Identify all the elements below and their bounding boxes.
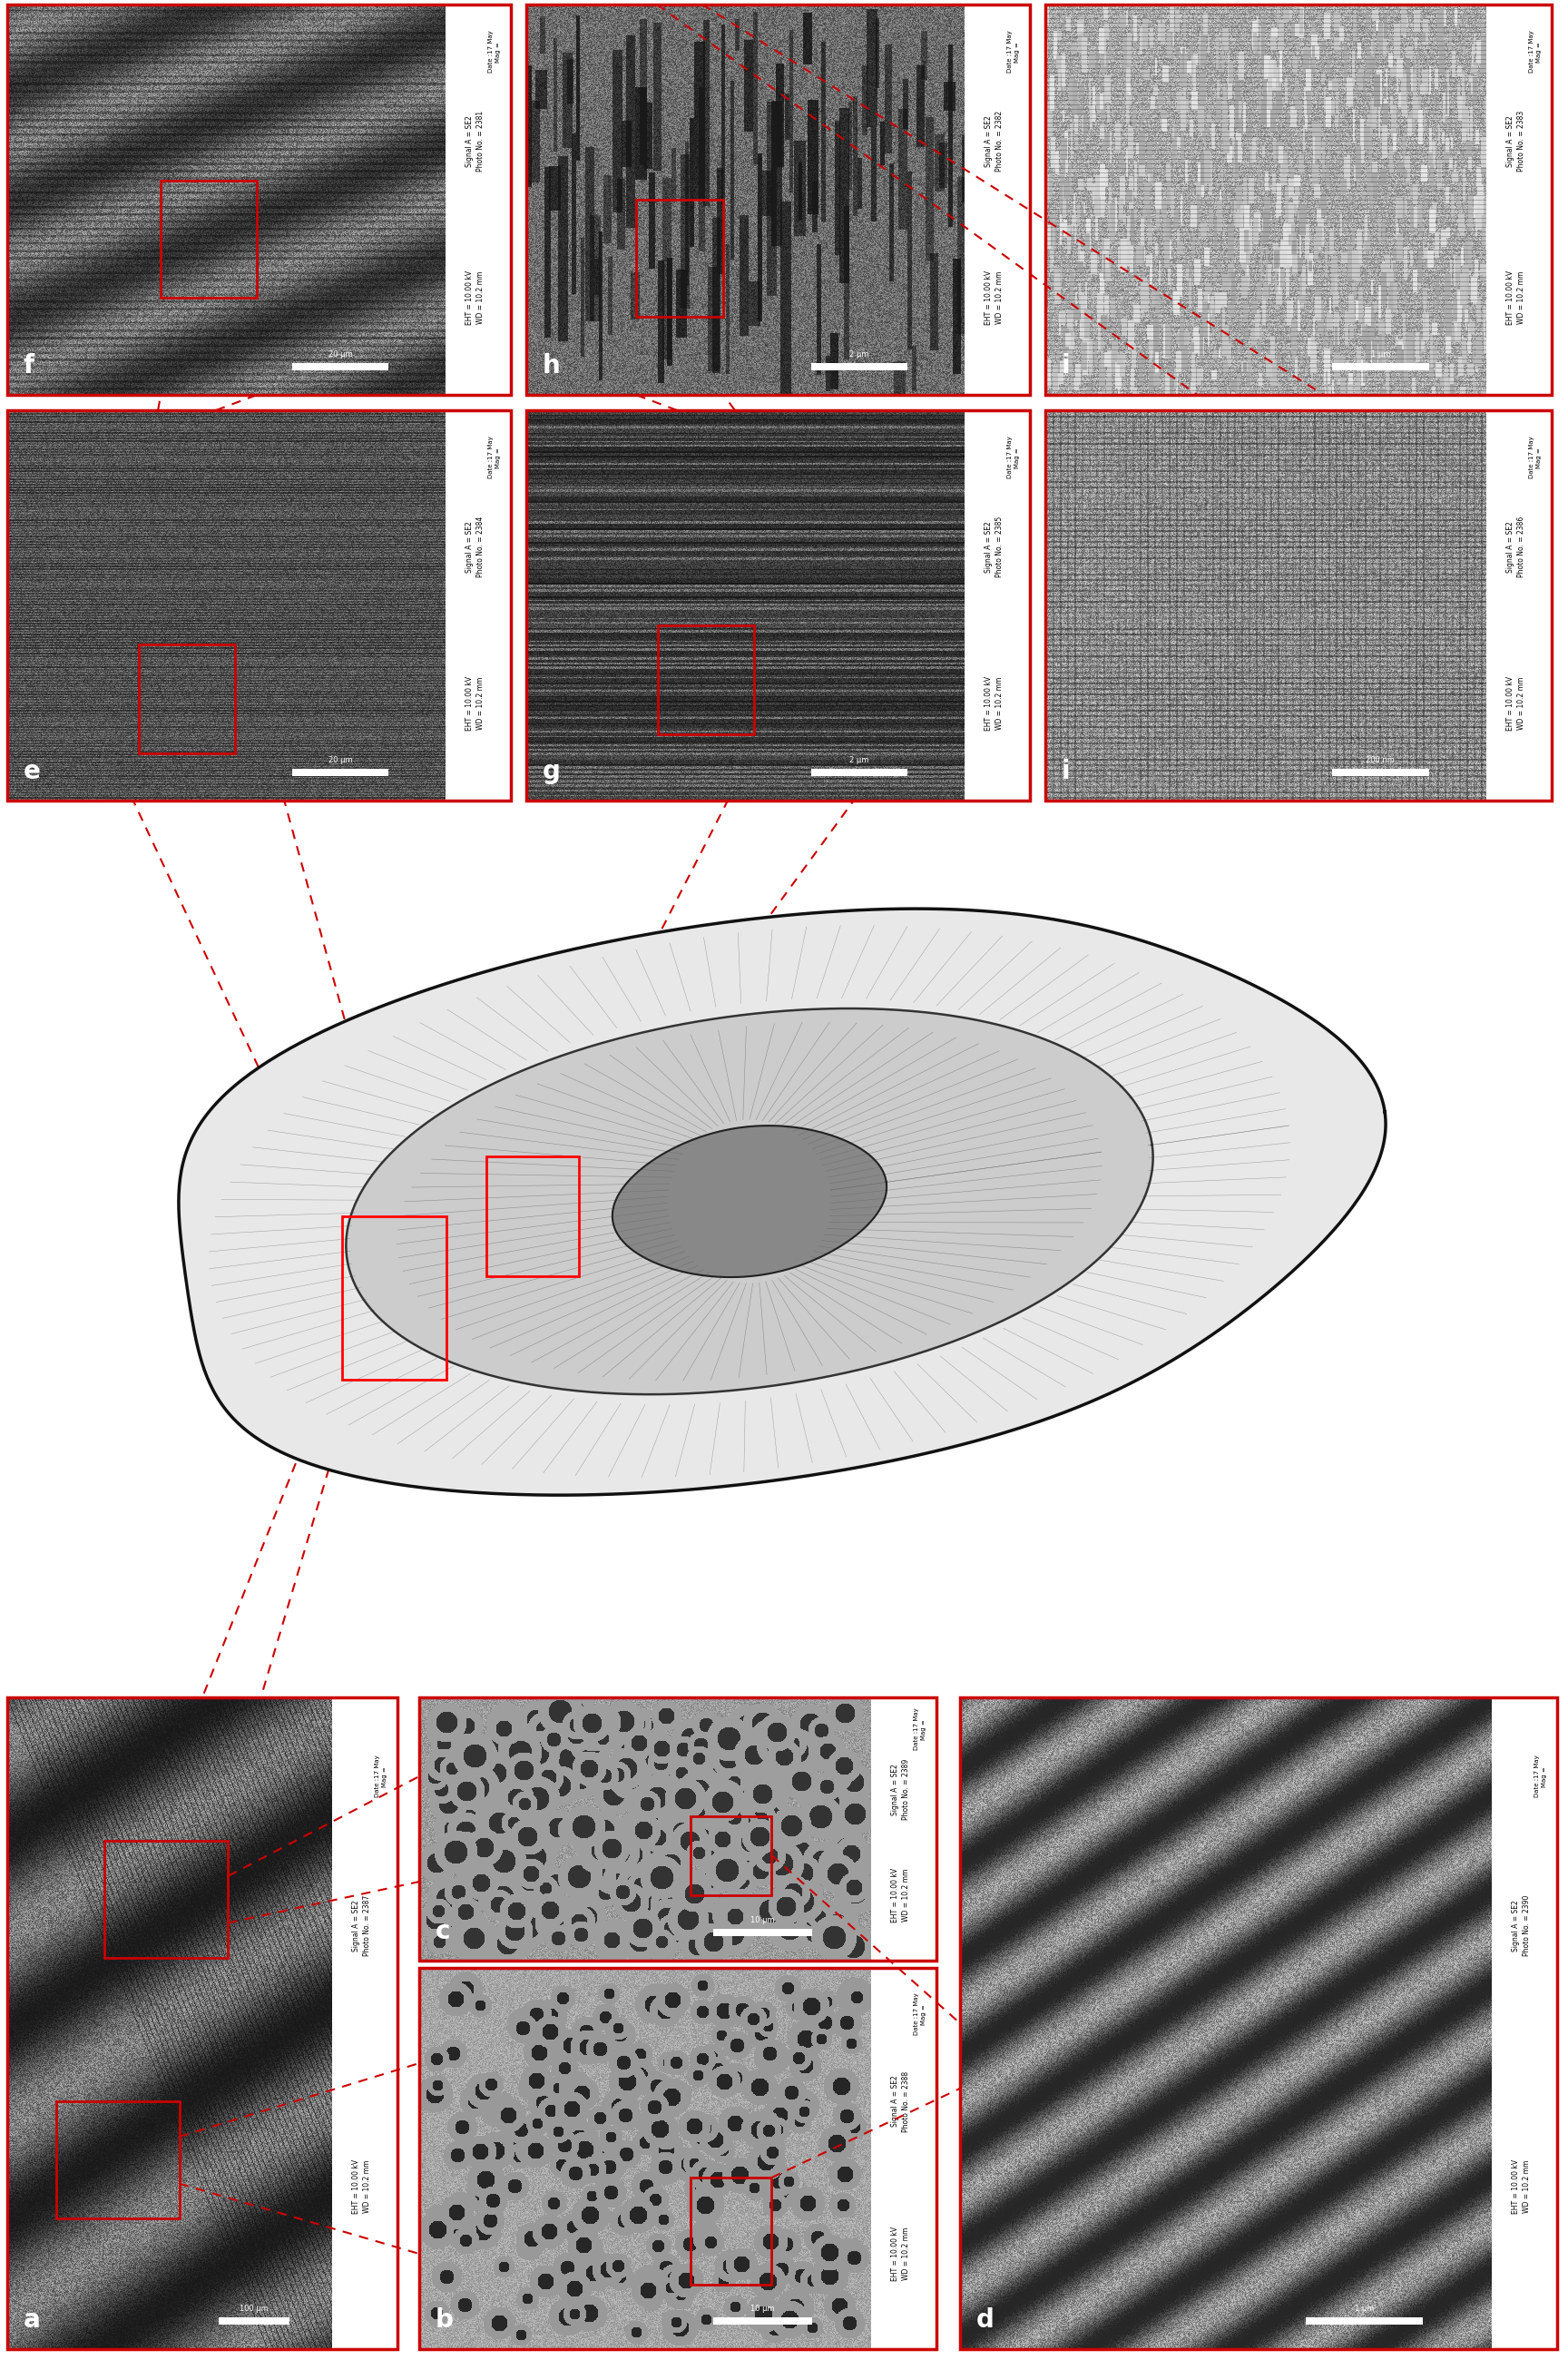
Bar: [1491, 1697, 1557, 2348]
Text: Date :17 May
Mag =: Date :17 May Mag =: [914, 1709, 927, 1751]
Bar: [713, 2318, 812, 2325]
Text: 1 μm: 1 μm: [1370, 349, 1391, 359]
Bar: [1306, 2318, 1422, 2325]
Bar: [445, 5, 511, 394]
Bar: [419, 1968, 936, 2348]
Bar: [160, 179, 257, 297]
Text: Signal A = SE2
Photo No. = 2385: Signal A = SE2 Photo No. = 2385: [985, 517, 1004, 578]
Bar: [445, 411, 511, 800]
Text: EHT = 10.00 kV
WD = 10.2 mm: EHT = 10.00 kV WD = 10.2 mm: [985, 675, 1004, 729]
Text: Date :17 May
Mag =: Date :17 May Mag =: [1529, 31, 1541, 73]
Text: 1 μm: 1 μm: [1355, 2306, 1374, 2313]
Bar: [637, 201, 723, 316]
Text: EHT = 10.00 kV
WD = 10.2 mm: EHT = 10.00 kV WD = 10.2 mm: [1507, 675, 1526, 729]
Text: Signal A = SE2
Photo No. = 2390: Signal A = SE2 Photo No. = 2390: [1512, 1895, 1530, 1956]
Text: i: i: [1062, 354, 1071, 378]
Text: Signal A = SE2
Photo No. = 2383: Signal A = SE2 Photo No. = 2383: [1507, 111, 1526, 172]
Polygon shape: [179, 909, 1386, 1496]
Bar: [690, 1815, 771, 1895]
Bar: [1486, 411, 1552, 800]
Bar: [56, 2100, 179, 2218]
Bar: [1046, 411, 1552, 800]
Text: EHT = 10.00 kV
WD = 10.2 mm: EHT = 10.00 kV WD = 10.2 mm: [985, 269, 1004, 326]
Text: Date :17 May
Mag =: Date :17 May Mag =: [1007, 31, 1019, 73]
Text: Date :17 May
Mag =: Date :17 May Mag =: [914, 1992, 927, 2034]
Bar: [292, 363, 389, 371]
Text: h: h: [543, 354, 560, 378]
Bar: [964, 411, 1030, 800]
Text: c: c: [436, 1919, 450, 1945]
Bar: [486, 1156, 579, 1277]
Bar: [811, 363, 908, 371]
Bar: [138, 644, 235, 753]
Text: Date :17 May
Mag =: Date :17 May Mag =: [1529, 437, 1541, 479]
Text: Date :17 May
Mag =: Date :17 May Mag =: [488, 31, 500, 73]
Text: EHT = 10.00 kV
WD = 10.2 mm: EHT = 10.00 kV WD = 10.2 mm: [353, 2159, 372, 2214]
Text: EHT = 10.00 kV
WD = 10.2 mm: EHT = 10.00 kV WD = 10.2 mm: [891, 1867, 909, 1921]
Bar: [218, 2318, 290, 2325]
Text: 2 μm: 2 μm: [850, 349, 869, 359]
Text: Signal A = SE2
Photo No. = 2381: Signal A = SE2 Photo No. = 2381: [466, 111, 485, 172]
Bar: [419, 1697, 936, 1961]
Bar: [964, 5, 1030, 394]
Text: EHT = 10.00 kV
WD = 10.2 mm: EHT = 10.00 kV WD = 10.2 mm: [466, 269, 485, 326]
Text: Signal A = SE2
Photo No. = 2388: Signal A = SE2 Photo No. = 2388: [891, 2070, 909, 2131]
Text: Signal A = SE2
Photo No. = 2386: Signal A = SE2 Photo No. = 2386: [1507, 517, 1526, 578]
Bar: [527, 5, 1030, 394]
Text: Signal A = SE2
Photo No. = 2384: Signal A = SE2 Photo No. = 2384: [466, 517, 485, 578]
Text: Signal A = SE2
Photo No. = 2389: Signal A = SE2 Photo No. = 2389: [891, 1758, 909, 1820]
Text: 10 μm: 10 μm: [751, 1916, 775, 1923]
Bar: [1331, 769, 1428, 776]
Text: EHT = 10.00 kV
WD = 10.2 mm: EHT = 10.00 kV WD = 10.2 mm: [891, 2225, 909, 2282]
Text: EHT = 10.00 kV
WD = 10.2 mm: EHT = 10.00 kV WD = 10.2 mm: [1507, 269, 1526, 326]
Text: Date :17 May
Mag =: Date :17 May Mag =: [1007, 437, 1019, 479]
Bar: [105, 1841, 229, 1959]
Bar: [1331, 363, 1428, 371]
Bar: [872, 1697, 936, 1961]
Bar: [332, 1697, 397, 2348]
Bar: [8, 5, 511, 394]
Text: Signal A = SE2
Photo No. = 2382: Signal A = SE2 Photo No. = 2382: [985, 111, 1004, 172]
Text: 100 μm: 100 μm: [240, 2306, 268, 2313]
Polygon shape: [613, 1126, 886, 1277]
Bar: [659, 625, 754, 734]
Text: 10 μm: 10 μm: [751, 2306, 775, 2313]
Text: g: g: [543, 760, 561, 784]
Text: Date :17 May
Mag =: Date :17 May Mag =: [1535, 1753, 1548, 1796]
Bar: [960, 1697, 1557, 2348]
Bar: [690, 2178, 771, 2284]
Text: EHT = 10.00 kV
WD = 10.2 mm: EHT = 10.00 kV WD = 10.2 mm: [466, 675, 485, 729]
Text: f: f: [24, 354, 34, 378]
Bar: [292, 769, 389, 776]
Text: i: i: [1062, 760, 1071, 784]
Text: 20 μm: 20 μm: [328, 755, 353, 765]
Bar: [342, 1215, 447, 1381]
Bar: [713, 1928, 812, 1935]
Text: e: e: [24, 760, 41, 784]
Text: EHT = 10.00 kV
WD = 10.2 mm: EHT = 10.00 kV WD = 10.2 mm: [1512, 2159, 1530, 2214]
Text: Date :17 May
Mag =: Date :17 May Mag =: [375, 1753, 387, 1796]
Bar: [811, 769, 908, 776]
Bar: [527, 411, 1030, 800]
Text: 2 μm: 2 μm: [850, 755, 869, 765]
Text: 20 μm: 20 μm: [328, 349, 353, 359]
Text: Date :17 May
Mag =: Date :17 May Mag =: [488, 437, 500, 479]
Bar: [1046, 5, 1552, 394]
Bar: [8, 411, 511, 800]
Bar: [1486, 5, 1552, 394]
Text: 200 nm: 200 nm: [1366, 755, 1396, 765]
Text: a: a: [24, 2308, 41, 2332]
Text: d: d: [977, 2308, 994, 2332]
Bar: [872, 1968, 936, 2348]
Text: Signal A = SE2
Photo No. = 2387: Signal A = SE2 Photo No. = 2387: [353, 1895, 372, 1956]
Polygon shape: [347, 1008, 1152, 1395]
Text: b: b: [436, 2308, 453, 2332]
Bar: [8, 1697, 397, 2348]
